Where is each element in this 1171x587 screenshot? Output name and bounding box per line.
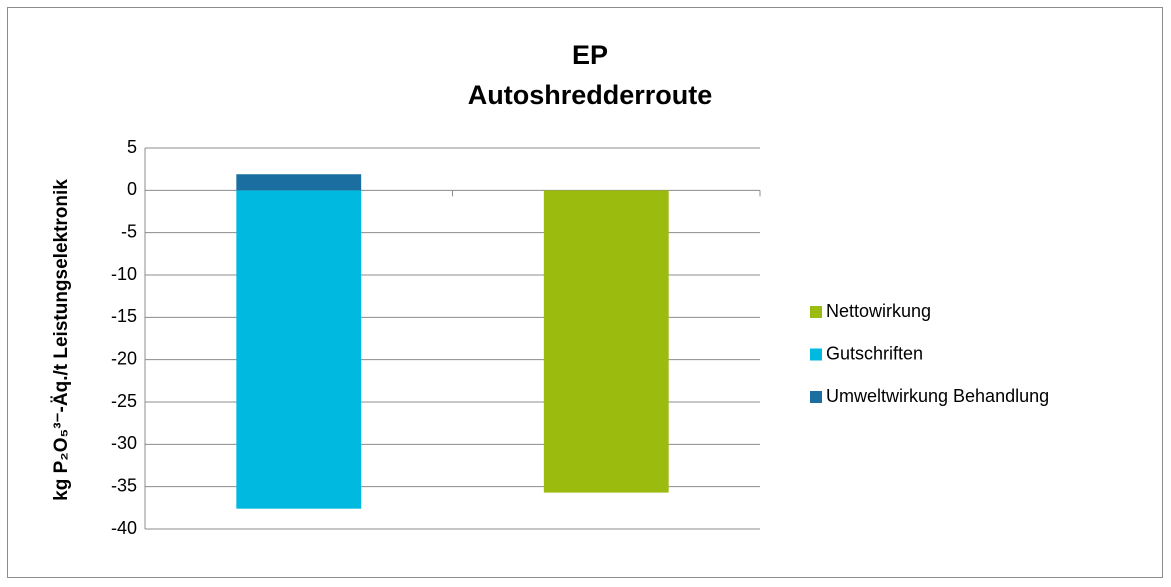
bar-segment [236,174,362,191]
y-tick-label: -30 [111,433,137,453]
y-tick-label: -10 [111,264,137,284]
y-tick-label: -35 [111,475,137,495]
y-tick-label: -40 [111,518,137,538]
y-tick-label: -15 [111,306,137,326]
legend-label: Nettowirkung [826,301,931,321]
y-tick-label: 5 [127,137,137,157]
legend-label: Umweltwirkung Behandlung [826,386,1049,406]
legend-swatch [810,306,822,318]
y-tick-label: -25 [111,391,137,411]
legend-swatch [810,391,822,403]
y-tick-label: 0 [127,179,137,199]
bar-segment [543,190,669,493]
chart-title: Autoshredderroute [468,80,713,110]
legend-swatch [810,348,822,361]
y-tick-label: -5 [121,221,137,241]
chart-title: EP [572,40,608,70]
y-axis-label: kg P₂O₅³⁻-Äq./t Leistungselektronik [51,179,72,501]
bar-segment [236,190,362,509]
legend-label: Gutschriften [826,343,923,363]
y-tick-label: -20 [111,348,137,368]
